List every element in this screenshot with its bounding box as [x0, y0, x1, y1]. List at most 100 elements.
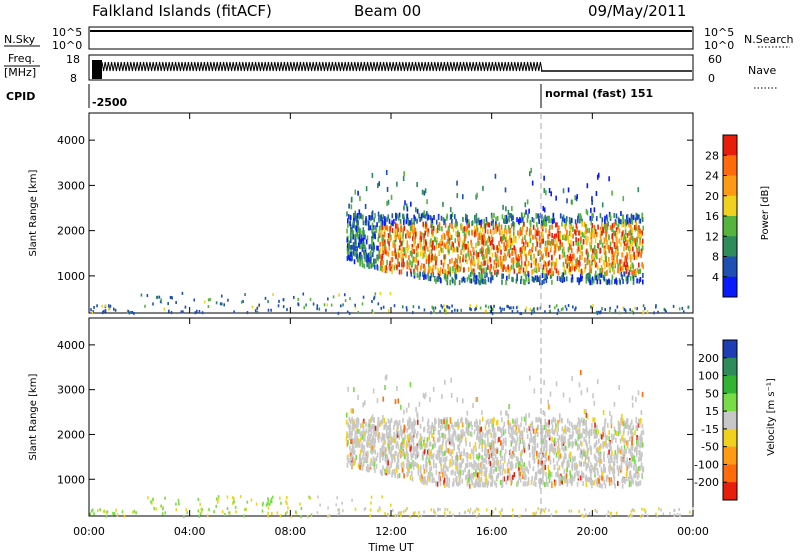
velocity-echo-point: [597, 446, 599, 452]
power-echo-point: [444, 254, 447, 260]
power-echo-point: [631, 262, 634, 268]
velocity-echo-point: [610, 477, 613, 483]
power-echo-point: [593, 252, 596, 258]
velocity-echo-point: [444, 483, 446, 489]
power-echo-point: [505, 214, 508, 220]
power-echo-point: [615, 279, 618, 285]
velocity-echo-point: [541, 460, 543, 466]
power-echo-point: [344, 299, 347, 303]
power-echo-point: [485, 309, 487, 313]
power-echo-point: [569, 270, 571, 276]
velocity-echo-point: [500, 447, 503, 453]
velocity-echo-point: [503, 476, 506, 482]
power-echo-point: [543, 188, 546, 194]
power-echo-point: [535, 263, 538, 269]
power-echo-point: [349, 297, 351, 301]
velocity-echo-point: [638, 481, 640, 487]
power-echo-point: [476, 231, 478, 237]
velocity-echo-point: [543, 411, 546, 417]
power-echo-point: [588, 228, 591, 234]
velocity-echo-point: [351, 426, 354, 432]
power-echo-point: [499, 244, 501, 250]
velocity-echo-point: [464, 417, 467, 423]
velocity-echo-point: [581, 513, 583, 517]
power-echo-point: [370, 251, 372, 257]
velocity-echo-point: [478, 476, 481, 482]
power-echo-point: [426, 213, 429, 219]
power-echo-point: [516, 257, 518, 263]
power-echo-point: [369, 225, 372, 231]
velocity-echo-point: [402, 450, 405, 456]
velocity-echo-point: [547, 482, 549, 488]
power-echo-point: [593, 256, 595, 262]
velocity-echo-point: [527, 469, 530, 475]
velocity-echo-point: [416, 419, 419, 425]
velocity-echo-point: [502, 439, 505, 445]
power-echo-point: [386, 226, 389, 232]
power-echo-point: [351, 227, 353, 233]
power-echo-point: [406, 248, 409, 254]
velocity-echo-point: [601, 475, 603, 481]
velocity-echo-point: [352, 424, 355, 430]
power-echo-point: [469, 272, 472, 278]
velocity-echo-point: [406, 463, 408, 469]
velocity-echo-point: [561, 426, 564, 432]
velocity-echo-point: [562, 475, 565, 481]
velocity-echo-point: [624, 423, 626, 429]
power-echo-point: [372, 227, 374, 233]
power-echo-point: [326, 303, 329, 307]
power-echo-point: [451, 257, 453, 263]
power-echo-point: [487, 238, 489, 244]
velocity-echo-point: [485, 420, 488, 426]
power-echo-point: [551, 240, 554, 246]
power-echo-point: [502, 255, 505, 261]
velocity-echo-point: [563, 427, 566, 433]
velocity-echo-point: [611, 438, 613, 444]
velocity-echo-point: [604, 432, 607, 438]
power-echo-point: [630, 264, 632, 270]
velocity-echo-point: [448, 432, 451, 438]
velocity-echo-point: [351, 441, 354, 447]
velocity-echo-point: [468, 510, 471, 514]
velocity-echo-point: [350, 452, 352, 458]
velocity-echo-point: [456, 468, 459, 474]
power-echo-point: [534, 228, 537, 234]
power-echo-point: [391, 220, 393, 226]
power-echo-point: [504, 215, 506, 221]
power-echo-point: [636, 307, 638, 311]
power-echo-point: [532, 268, 535, 274]
power-echo-point: [579, 276, 582, 282]
power-echo-point: [323, 303, 326, 307]
velocity-echo-point: [571, 443, 574, 449]
power-echo-point: [533, 253, 535, 259]
power-echo-point: [484, 249, 487, 255]
power-echo-point: [431, 218, 434, 224]
velocity-echo-point: [423, 427, 425, 433]
power-echo-point: [503, 252, 506, 258]
power-echo-point: [491, 252, 494, 258]
power-echo-point: [90, 308, 92, 312]
velocity-echo-point: [565, 445, 567, 451]
power-echo-point: [578, 230, 580, 236]
power-echo-point: [490, 245, 493, 251]
velocity-echo-point: [636, 467, 639, 473]
power-echo-point: [520, 279, 522, 285]
power-echo-point: [433, 245, 436, 251]
velocity-echo-point: [468, 483, 471, 489]
velocity-echo-point: [628, 463, 630, 469]
velocity-echo-point: [495, 482, 498, 488]
power-echo-point: [435, 243, 438, 249]
velocity-echo-point: [491, 451, 494, 457]
velocity-echo-point: [615, 454, 618, 460]
power-echo-point: [354, 305, 357, 309]
power-echo-point: [641, 279, 644, 285]
power-echo-point: [425, 274, 427, 280]
velocity-echo-point: [395, 419, 397, 425]
velocity-echo-point: [404, 454, 406, 460]
velocity-echo-point: [368, 426, 371, 432]
power-echo-point: [586, 183, 589, 189]
power-echo-point: [152, 302, 154, 306]
power-echo-point: [430, 222, 433, 228]
power-echo-point: [430, 238, 432, 244]
